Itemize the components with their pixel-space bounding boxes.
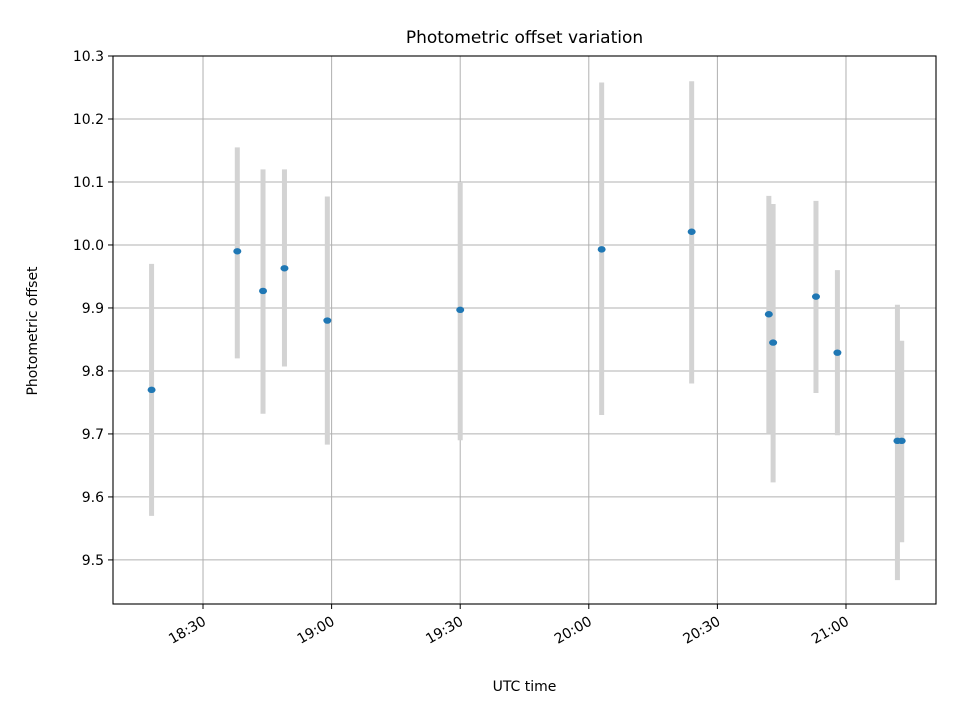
y-axis-label: Photometric offset xyxy=(25,266,41,396)
data-point xyxy=(147,386,156,394)
y-tick-label: 9.7 xyxy=(82,427,104,443)
y-tick-label: 10.3 xyxy=(73,49,104,65)
y-tick-label: 10.1 xyxy=(73,175,104,191)
y-tick-label: 9.8 xyxy=(82,364,104,380)
data-point xyxy=(897,437,906,445)
data-point xyxy=(597,246,606,253)
data-point xyxy=(769,339,778,346)
data-point xyxy=(811,293,820,300)
data-point xyxy=(687,228,696,235)
data-point xyxy=(764,311,773,318)
data-points xyxy=(147,228,906,445)
y-tick-label: 10.2 xyxy=(73,112,104,128)
plot-frame xyxy=(112,55,937,605)
data-point xyxy=(259,287,268,295)
y-tick-label: 9.5 xyxy=(82,553,104,569)
y-tick-label: 9.9 xyxy=(82,301,104,317)
data-point xyxy=(233,248,242,255)
data-point xyxy=(833,349,842,356)
data-point xyxy=(456,306,465,314)
x-axis-label: UTC time xyxy=(493,679,557,695)
data-point xyxy=(280,265,289,272)
y-tick-label: 9.6 xyxy=(82,490,104,506)
y-tick-label: 10.0 xyxy=(73,238,104,254)
data-point xyxy=(323,317,332,324)
y-axis-ticks: 9.5 9.6 9.7 9.8 9.9 10.0 10.1 10.2 10.3 xyxy=(73,49,113,569)
chart-title: Photometric offset variation xyxy=(406,28,643,48)
